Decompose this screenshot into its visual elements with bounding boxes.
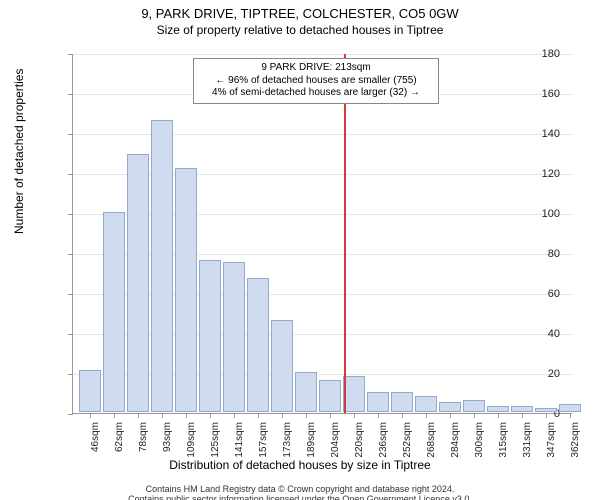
reference-info-box: 9 PARK DRIVE: 213sqm← 96% of detached ho… [193, 58, 439, 104]
reference-info-line: ← 96% of detached houses are smaller (75… [200, 75, 432, 88]
histogram-bar [343, 376, 365, 412]
gridline [73, 54, 573, 55]
ytick-mark [68, 414, 73, 415]
histogram-bar [559, 404, 581, 412]
xtick-mark [234, 413, 235, 418]
histogram-bar [271, 320, 293, 412]
ytick-label: 100 [542, 208, 560, 220]
ytick-label: 60 [548, 288, 560, 300]
ytick-mark [68, 294, 73, 295]
histogram-bar [295, 372, 317, 412]
histogram-bar [463, 400, 485, 412]
histogram-bar [127, 154, 149, 412]
ytick-mark [68, 134, 73, 135]
xtick-mark [330, 413, 331, 418]
ytick-mark [68, 254, 73, 255]
footnote: Contains HM Land Registry data © Crown c… [0, 484, 600, 500]
xtick-mark [402, 413, 403, 418]
ytick-label: 180 [542, 48, 560, 60]
ytick-label: 20 [548, 368, 560, 380]
xtick-mark [426, 413, 427, 418]
histogram-bar [415, 396, 437, 412]
xtick-mark [162, 413, 163, 418]
histogram-bar [439, 402, 461, 412]
xtick-mark [354, 413, 355, 418]
histogram-bar [79, 370, 101, 412]
reference-info-line: 4% of semi-detached houses are larger (3… [200, 87, 432, 100]
y-axis-label: Number of detached properties [12, 69, 26, 234]
xtick-mark [546, 413, 547, 418]
histogram-bar [151, 120, 173, 412]
chart-area: 02040608010012014016018046sqm62sqm78sqm9… [72, 54, 572, 414]
plot-region: 02040608010012014016018046sqm62sqm78sqm9… [72, 54, 572, 414]
xtick-mark [210, 413, 211, 418]
ytick-mark [68, 94, 73, 95]
xtick-mark [114, 413, 115, 418]
footnote-line1: Contains HM Land Registry data © Crown c… [146, 484, 455, 494]
reference-info-line: 9 PARK DRIVE: 213sqm [200, 62, 432, 75]
histogram-bar [487, 406, 509, 412]
ytick-label: 140 [542, 128, 560, 140]
gridline [73, 134, 573, 135]
xtick-mark [378, 413, 379, 418]
xtick-mark [258, 413, 259, 418]
histogram-bar [535, 408, 557, 412]
histogram-bar [367, 392, 389, 412]
xtick-mark [570, 413, 571, 418]
xtick-mark [522, 413, 523, 418]
ytick-mark [68, 174, 73, 175]
histogram-bar [199, 260, 221, 412]
histogram-bar [391, 392, 413, 412]
chart-root: 9, PARK DRIVE, TIPTREE, COLCHESTER, CO5 … [0, 6, 600, 500]
histogram-bar [175, 168, 197, 412]
ytick-mark [68, 214, 73, 215]
xtick-mark [474, 413, 475, 418]
ytick-mark [68, 54, 73, 55]
histogram-bar [103, 212, 125, 412]
histogram-bar [511, 406, 533, 412]
ytick-label: 40 [548, 328, 560, 340]
xtick-mark [498, 413, 499, 418]
footnote-line2: Contains public sector information licen… [128, 494, 472, 500]
xtick-mark [186, 413, 187, 418]
histogram-bar [319, 380, 341, 412]
xtick-mark [450, 413, 451, 418]
ytick-mark [68, 334, 73, 335]
histogram-bar [247, 278, 269, 412]
x-axis-label: Distribution of detached houses by size … [0, 458, 600, 472]
ytick-label: 120 [542, 168, 560, 180]
page-title: 9, PARK DRIVE, TIPTREE, COLCHESTER, CO5 … [0, 6, 600, 21]
chart-subtitle: Size of property relative to detached ho… [0, 23, 600, 37]
ytick-label: 80 [548, 248, 560, 260]
ytick-mark [68, 374, 73, 375]
reference-line [344, 54, 346, 413]
xtick-mark [306, 413, 307, 418]
xtick-mark [138, 413, 139, 418]
xtick-mark [282, 413, 283, 418]
ytick-label: 160 [542, 88, 560, 100]
histogram-bar [223, 262, 245, 412]
xtick-mark [90, 413, 91, 418]
